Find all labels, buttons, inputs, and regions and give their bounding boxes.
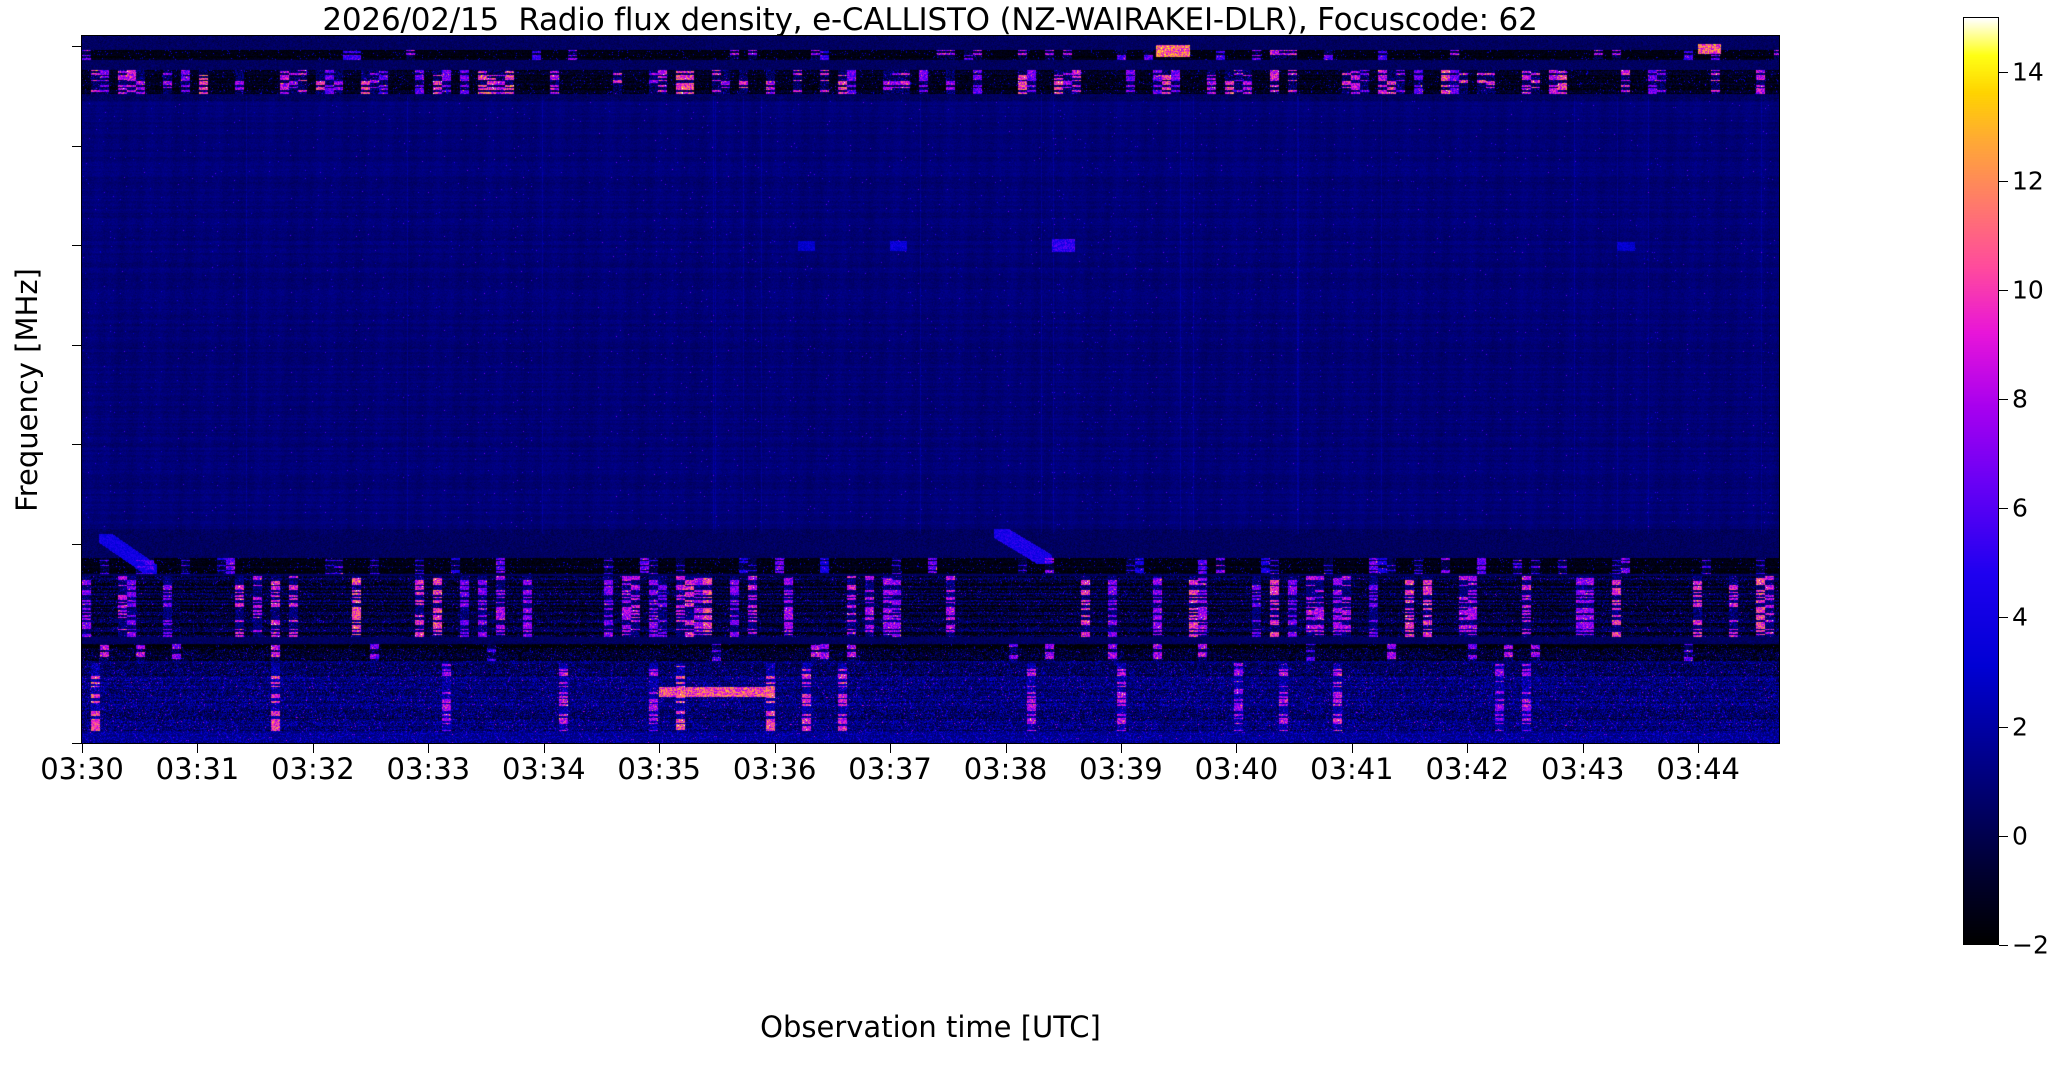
colorbar-gradient — [1964, 18, 1998, 944]
x-tick-label: 03:31 — [155, 752, 240, 786]
x-tick-mark — [1351, 744, 1353, 753]
colorbar-tick-mark — [1999, 617, 2008, 619]
colorbar-tick-label: 2 — [2012, 712, 2028, 742]
x-tick-mark — [1236, 744, 1238, 753]
y-tick-mark — [72, 145, 81, 147]
colorbar-tick-label: 8 — [2012, 384, 2028, 414]
y-axis-label: Frequency [MHz] — [10, 268, 44, 512]
y-tick-mark — [72, 45, 81, 47]
spectrogram-axes — [81, 35, 1780, 744]
colorbar-tick-label: −2 — [2012, 930, 2047, 960]
x-tick-mark — [1005, 744, 1007, 753]
x-axis-label: Observation time [UTC] — [760, 1010, 1101, 1044]
colorbar-tick-label: 12 — [2012, 166, 2044, 196]
colorbar-tick-mark — [1999, 71, 2008, 73]
x-tick-mark — [197, 744, 199, 753]
x-tick-mark — [428, 744, 430, 753]
x-tick-label: 03:37 — [848, 752, 932, 786]
x-tick-mark — [1582, 744, 1584, 753]
colorbar-tick-label: 0 — [2012, 821, 2028, 851]
y-tick-mark — [72, 444, 81, 446]
x-tick-mark — [543, 744, 545, 753]
x-tick-label: 03:43 — [1540, 752, 1625, 786]
y-tick-mark — [72, 344, 81, 346]
y-tick-mark — [72, 743, 81, 744]
x-tick-mark — [659, 744, 661, 753]
x-tick-label: 03:44 — [1656, 752, 1740, 786]
x-tick-label: 03:39 — [1079, 752, 1163, 786]
colorbar-tick-mark — [1999, 180, 2008, 182]
x-tick-label: 03:42 — [1425, 752, 1510, 786]
figure-title: 2026/02/15 Radio flux density, e-CALLIST… — [322, 2, 1538, 38]
colorbar-tick-mark — [1999, 835, 2008, 837]
x-tick-mark — [82, 744, 83, 753]
spectrogram-image — [82, 36, 1779, 743]
x-tick-label: 03:32 — [271, 752, 355, 786]
x-tick-label: 03:35 — [617, 752, 701, 786]
x-tick-mark — [312, 744, 314, 753]
colorbar-tick-mark — [1999, 399, 2008, 401]
colorbar-tick-mark — [1999, 945, 2008, 946]
x-tick-label: 03:33 — [386, 752, 471, 786]
x-tick-label: 03:38 — [963, 752, 1048, 786]
x-tick-mark — [1698, 744, 1700, 753]
x-tick-label: 03:34 — [501, 752, 586, 786]
x-tick-mark — [1120, 744, 1122, 753]
colorbar-tick-label: 14 — [2012, 57, 2044, 87]
x-tick-label: 03:40 — [1194, 752, 1279, 786]
colorbar-tick-label: 6 — [2012, 493, 2028, 523]
colorbar-tick-label: 4 — [2012, 602, 2028, 632]
colorbar-tick-mark — [1999, 508, 2008, 510]
colorbar-tick-label: 10 — [2012, 275, 2044, 305]
x-tick-mark — [774, 744, 776, 753]
x-tick-label: 03:36 — [732, 752, 817, 786]
x-tick-label: 03:30 — [40, 752, 124, 786]
colorbar-axes — [1963, 17, 1999, 945]
x-tick-mark — [1467, 744, 1469, 753]
y-tick-mark — [72, 245, 81, 247]
colorbar-tick-mark — [1999, 289, 2008, 291]
colorbar-tick-mark — [1999, 726, 2008, 728]
x-tick-mark — [890, 744, 892, 753]
x-tick-label: 03:41 — [1310, 752, 1394, 786]
y-tick-mark — [72, 543, 81, 545]
